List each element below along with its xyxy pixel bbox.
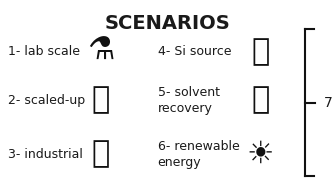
- Text: 6- renewable
energy: 6- renewable energy: [158, 140, 239, 169]
- Text: 🛙: 🛙: [92, 86, 110, 115]
- Text: 3- industrial: 3- industrial: [8, 148, 83, 161]
- Text: 💧: 💧: [251, 86, 270, 115]
- Text: ☀: ☀: [247, 140, 274, 169]
- Text: 4- Si source: 4- Si source: [158, 45, 231, 58]
- Text: ⚗: ⚗: [87, 37, 115, 66]
- Text: 💎: 💎: [251, 37, 270, 66]
- Text: 2- scaled-up: 2- scaled-up: [8, 94, 85, 107]
- Text: 🏭: 🏭: [92, 140, 110, 169]
- Text: 1- lab scale: 1- lab scale: [8, 45, 80, 58]
- Text: 5- solvent
recovery: 5- solvent recovery: [158, 86, 219, 115]
- Text: SCENARIOS: SCENARIOS: [104, 14, 230, 33]
- Text: 7: 7: [324, 96, 332, 110]
